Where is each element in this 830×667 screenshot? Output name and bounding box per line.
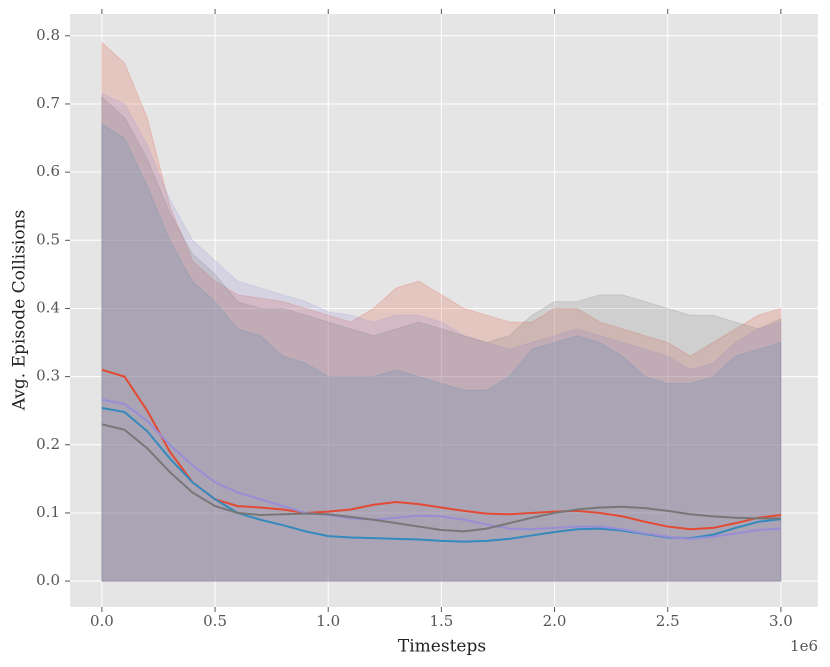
y-tick-label: 0.1	[36, 503, 60, 521]
band	[101, 96, 782, 582]
y-tick-label: 0.8	[36, 26, 60, 44]
x-tick-label: 3.0	[769, 612, 793, 630]
band	[101, 41, 782, 582]
y-tick-label: 0.6	[36, 162, 60, 180]
y-tick-label: 0.5	[36, 230, 60, 248]
band	[101, 92, 782, 582]
x-tick-label: 1.5	[429, 612, 453, 630]
y-tick-label: 0.3	[36, 367, 60, 385]
x-tick-label: 0.5	[203, 612, 227, 630]
y-tick-label: 0.2	[36, 435, 60, 453]
y-axis-label: Avg. Episode Collisions	[10, 210, 30, 412]
line	[101, 423, 781, 533]
x-tick-label: 2.0	[543, 612, 567, 630]
band	[101, 123, 782, 582]
x-tick-label: 1.0	[316, 612, 340, 630]
y-tick-label: 0.7	[36, 94, 60, 112]
x-axis-label: Timesteps	[398, 637, 486, 657]
x-tick-label: 0.0	[90, 612, 114, 630]
line	[101, 398, 781, 540]
y-tick-label: 0.4	[36, 298, 60, 316]
x-offset-label: 1e6	[790, 637, 818, 655]
x-tick-label: 2.5	[656, 612, 680, 630]
y-tick-label: 0.0	[36, 571, 60, 589]
